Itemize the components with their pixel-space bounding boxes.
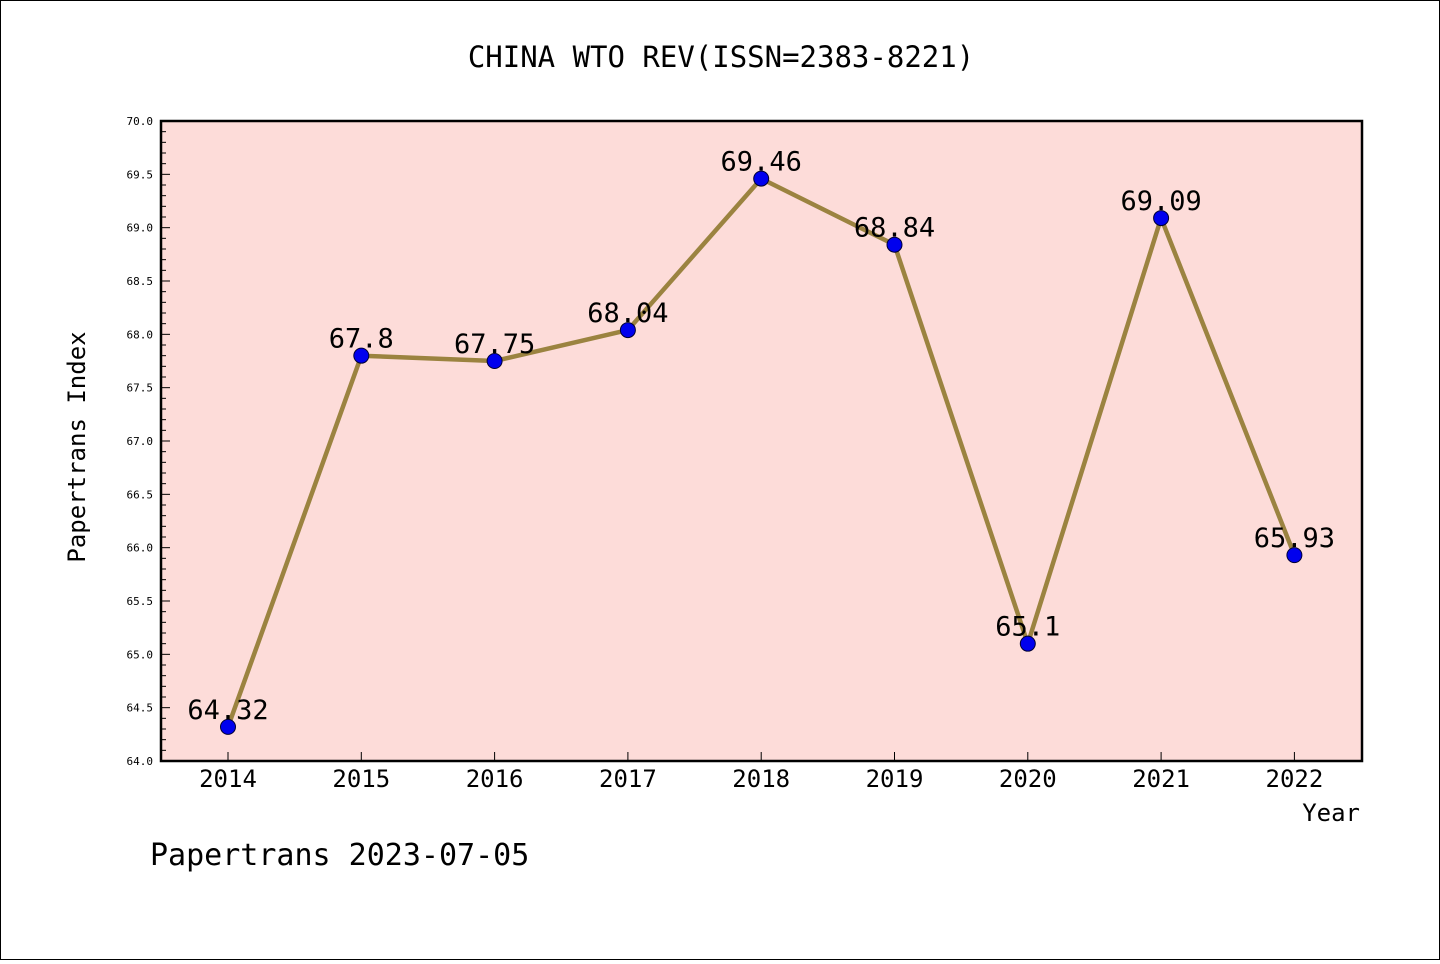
x-tick-label: 2014: [199, 765, 257, 793]
series-line: [220, 170, 1303, 735]
y-axis: 64.0 64.5 65.0 65.5 66.0 66.5 67.0 67.5 68.0 68.5…: [127, 115, 170, 768]
y-tick-label: 65.5: [127, 595, 154, 608]
y-tick-label: 65.0: [127, 648, 154, 661]
y-tick-label: 67.5: [127, 382, 154, 395]
data-label: 67.8: [329, 324, 394, 355]
y-tick-label: 64.5: [127, 702, 154, 715]
x-tick-label: 2015: [332, 765, 390, 793]
y-tick-label: 66.0: [127, 542, 154, 555]
y-axis-label: Papertrans Index: [63, 331, 91, 562]
y-tick-label: 70.0: [127, 115, 154, 128]
data-labels: 64.32 67.8 67.75 68.04 69.46 68.84 65.1 69.09 65…: [187, 147, 1335, 726]
data-label: 65.1: [995, 612, 1060, 643]
data-label: 69.09: [1120, 186, 1201, 217]
data-label: 64.32: [187, 695, 268, 726]
y-tick-label: 67.0: [127, 435, 154, 448]
x-axis-label: Year: [1302, 799, 1360, 827]
data-point: [753, 170, 770, 187]
x-tick-label: 2022: [1266, 765, 1324, 793]
data-label: 69.46: [721, 147, 802, 178]
data-label: 65.93: [1254, 523, 1335, 554]
footer-caption: Papertrans 2023-07-05: [150, 838, 529, 873]
x-axis: 2014 2015 2016 2017 2018 2019 2020 2021 2022: [199, 752, 1323, 793]
data-point: [1019, 635, 1036, 652]
data-point: [1286, 547, 1303, 564]
data-label: 67.75: [454, 329, 535, 360]
data-point: [220, 718, 236, 735]
y-tick-label: 66.5: [127, 488, 154, 501]
y-tick-label: 64.0: [127, 755, 154, 768]
plot-border: [159, 119, 1364, 763]
data-point: [886, 236, 903, 253]
y-tick-label: 68.5: [127, 275, 154, 288]
chart-title: CHINA WTO REV(ISSN=2383-8221): [468, 40, 974, 74]
data-point: [1153, 210, 1170, 227]
x-tick-label: 2019: [866, 765, 924, 793]
data-label: 68.04: [587, 298, 668, 329]
data-point: [619, 322, 636, 339]
x-tick-label: 2018: [732, 765, 790, 793]
y-tick-label: 69.0: [127, 222, 154, 235]
data-point: [486, 353, 503, 369]
x-tick-label: 2021: [1132, 765, 1190, 793]
data-label: 68.84: [854, 213, 935, 244]
x-tick-label: 2020: [999, 765, 1057, 793]
y-tick-label: 69.5: [127, 168, 154, 181]
x-tick-label: 2017: [599, 765, 657, 793]
data-point: [353, 347, 370, 364]
x-tick-label: 2016: [466, 765, 524, 793]
y-tick-label: 68.0: [127, 328, 154, 341]
plot-area: [161, 121, 1362, 761]
